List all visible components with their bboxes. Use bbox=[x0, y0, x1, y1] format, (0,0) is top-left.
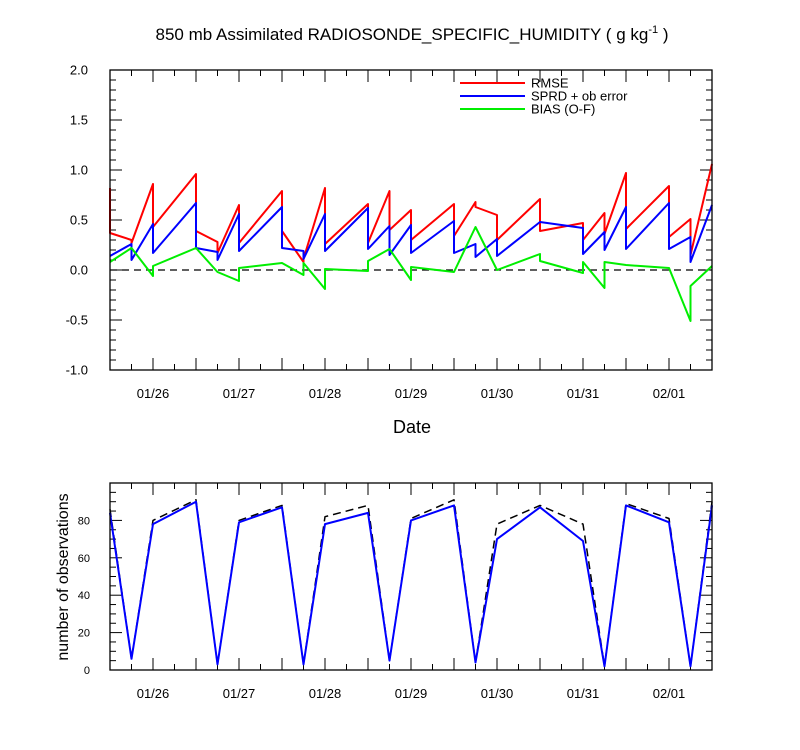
bottom-y-tick-labels: 0 20 40 60 80 bbox=[78, 515, 90, 677]
x-tick-label: 01/26 bbox=[137, 686, 170, 701]
y-tick-label: 2.0 bbox=[70, 63, 88, 78]
x-tick-label: 01/29 bbox=[395, 386, 428, 401]
y-tick-label: -1.0 bbox=[66, 363, 88, 378]
x-tick-label: 01/29 bbox=[395, 686, 428, 701]
bottom-panel-ticks bbox=[109, 482, 713, 671]
top-panel-frame bbox=[109, 69, 713, 371]
top-y-tick-labels: -1.0 -0.5 0.0 0.5 1.0 1.5 2.0 bbox=[66, 63, 88, 378]
x-tick-label: 01/31 bbox=[567, 686, 600, 701]
series-line-3 bbox=[109, 226, 713, 322]
chart-title-superscript: -1 bbox=[648, 24, 658, 36]
y-tick-label: 0 bbox=[84, 665, 90, 677]
y-tick-label: 20 bbox=[78, 628, 90, 640]
x-tick-label: 01/28 bbox=[309, 686, 342, 701]
obs-series-line-2 bbox=[109, 500, 713, 668]
x-tick-label: 01/27 bbox=[223, 686, 256, 701]
x-tick-label: 01/26 bbox=[137, 386, 170, 401]
y-tick-label: 1.0 bbox=[70, 163, 88, 178]
legend-label: RMSE bbox=[531, 76, 569, 91]
top-x-tick-labels: 01/26 01/27 01/28 01/29 01/30 01/31 02/01 bbox=[137, 386, 686, 401]
top-series bbox=[109, 163, 713, 322]
bottom-panel: 0 20 40 60 80 01/26 01/27 01/28 01/29 01/30 01/31… bbox=[55, 482, 713, 701]
x-tick-label: 01/28 bbox=[309, 386, 342, 401]
y-axis-label-observations: number of observations bbox=[55, 493, 72, 660]
chart-title-suffix: ) bbox=[658, 25, 668, 44]
y-tick-label: -0.5 bbox=[66, 313, 88, 328]
bottom-panel-frame bbox=[109, 482, 713, 671]
x-tick-label: 01/31 bbox=[567, 386, 600, 401]
x-tick-label: 02/01 bbox=[653, 686, 686, 701]
x-tick-label: 01/27 bbox=[223, 386, 256, 401]
y-tick-label: 60 bbox=[78, 553, 90, 565]
y-tick-label: 40 bbox=[78, 590, 90, 602]
legend-label: SPRD + ob error bbox=[531, 89, 628, 104]
x-tick-label: 01/30 bbox=[481, 686, 514, 701]
bottom-x-tick-labels: 01/26 01/27 01/28 01/29 01/30 01/31 02/01 bbox=[137, 686, 686, 701]
legend-label: BIAS (O-F) bbox=[531, 102, 595, 117]
bottom-series bbox=[109, 499, 713, 668]
top-panel: -1.0-0.50.00.51.01.52.0 01/26 01/27 01/28 0… bbox=[66, 63, 713, 437]
y-tick-label: 1.5 bbox=[70, 113, 88, 128]
y-tick-label: 0.0 bbox=[70, 263, 88, 278]
x-axis-label: Date bbox=[393, 417, 431, 437]
x-tick-label: 02/01 bbox=[653, 386, 686, 401]
y-tick-label: 80 bbox=[78, 515, 90, 527]
chart-title-main: 850 mb Assimilated RADIOSONDE_SPECIFIC_H… bbox=[156, 25, 649, 44]
x-tick-label: 01/30 bbox=[481, 386, 514, 401]
chart-title: 850 mb Assimilated RADIOSONDE_SPECIFIC_H… bbox=[156, 24, 669, 44]
y-tick-label: 0.5 bbox=[70, 213, 88, 228]
series-line-2 bbox=[109, 202, 713, 263]
